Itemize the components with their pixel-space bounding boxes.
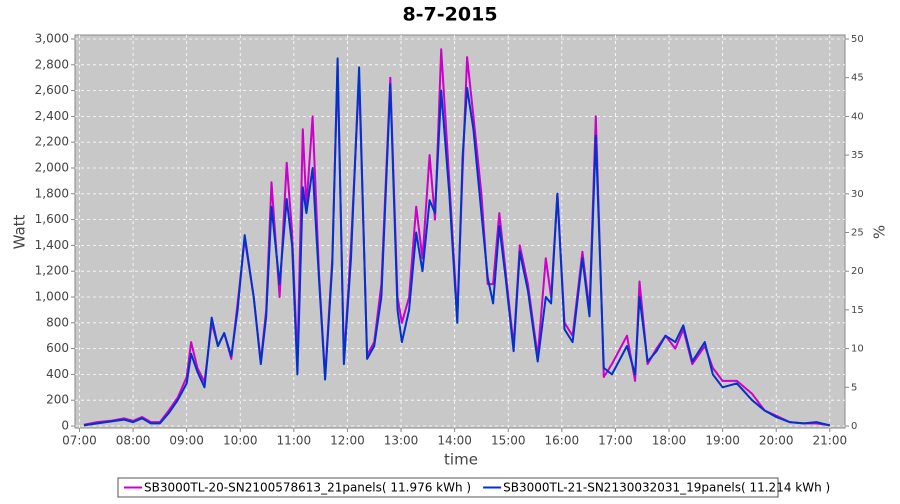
legend-label: SB3000TL-20-SN2100578613_21panels( 11.97…: [144, 481, 471, 495]
y2-tick-label: 50: [851, 34, 864, 45]
y-tick-label: 1,400: [35, 238, 69, 252]
y2-tick-label: 15: [851, 305, 864, 316]
y-tick-label: 1,000: [35, 290, 69, 304]
y2-tick-label: 0: [851, 421, 857, 432]
y-tick-label: 2,200: [35, 135, 69, 149]
x-tick-label: 16:00: [545, 434, 580, 448]
legend: [117, 477, 779, 498]
x-tick-label: 08:00: [116, 434, 151, 448]
y-tick-label: 2,600: [35, 83, 69, 97]
y2-axis-label: %: [871, 225, 889, 239]
x-tick-label: 18:00: [652, 434, 687, 448]
x-tick-label: 11:00: [277, 434, 312, 448]
series-line: [83, 57, 831, 427]
y-tick-label: 200: [46, 393, 69, 407]
x-tick-label: 10:00: [223, 434, 258, 448]
y2-tick-label: 40: [851, 111, 864, 122]
y-tick-label: 2,800: [35, 57, 69, 71]
x-tick-label: 17:00: [598, 434, 633, 448]
y-tick-label: 600: [46, 341, 69, 355]
x-tick-label: 13:00: [384, 434, 419, 448]
y-tick-label: 0: [61, 419, 69, 433]
x-tick-label: 14:00: [437, 434, 472, 448]
x-axis-label: time: [444, 451, 478, 469]
y2-tick-label: 20: [851, 266, 864, 277]
y-tick-label: 1,800: [35, 186, 69, 200]
y-tick-label: 800: [46, 315, 69, 329]
x-tick-label: 19:00: [705, 434, 740, 448]
y2-tick-label: 25: [851, 228, 864, 239]
y-tick-label: 1,200: [35, 264, 69, 278]
y-tick-label: 1,600: [35, 212, 69, 226]
y2-tick-label: 5: [851, 382, 857, 393]
chart-title: 8-7-2015: [402, 4, 497, 26]
x-tick-label: 15:00: [491, 434, 526, 448]
y-tick-label: 2,400: [35, 109, 69, 123]
y2-tick-label: 10: [851, 344, 864, 355]
y-tick-label: 400: [46, 367, 69, 381]
y-tick-label: 3,000: [35, 32, 69, 46]
y2-tick-label: 45: [851, 73, 864, 84]
x-tick-label: 07:00: [62, 434, 97, 448]
x-tick-label: 12:00: [330, 434, 365, 448]
x-tick-label: 20:00: [759, 434, 794, 448]
x-tick-label: 09:00: [169, 434, 204, 448]
x-tick-label: 21:00: [813, 434, 848, 448]
y-axis-label: Watt: [11, 214, 29, 249]
legend-label: SB3000TL-21-SN2130032031_19panels( 11.21…: [503, 481, 830, 495]
y2-tick-label: 35: [851, 150, 864, 161]
y-tick-label: 2,000: [35, 161, 69, 175]
y2-tick-label: 30: [851, 189, 864, 200]
